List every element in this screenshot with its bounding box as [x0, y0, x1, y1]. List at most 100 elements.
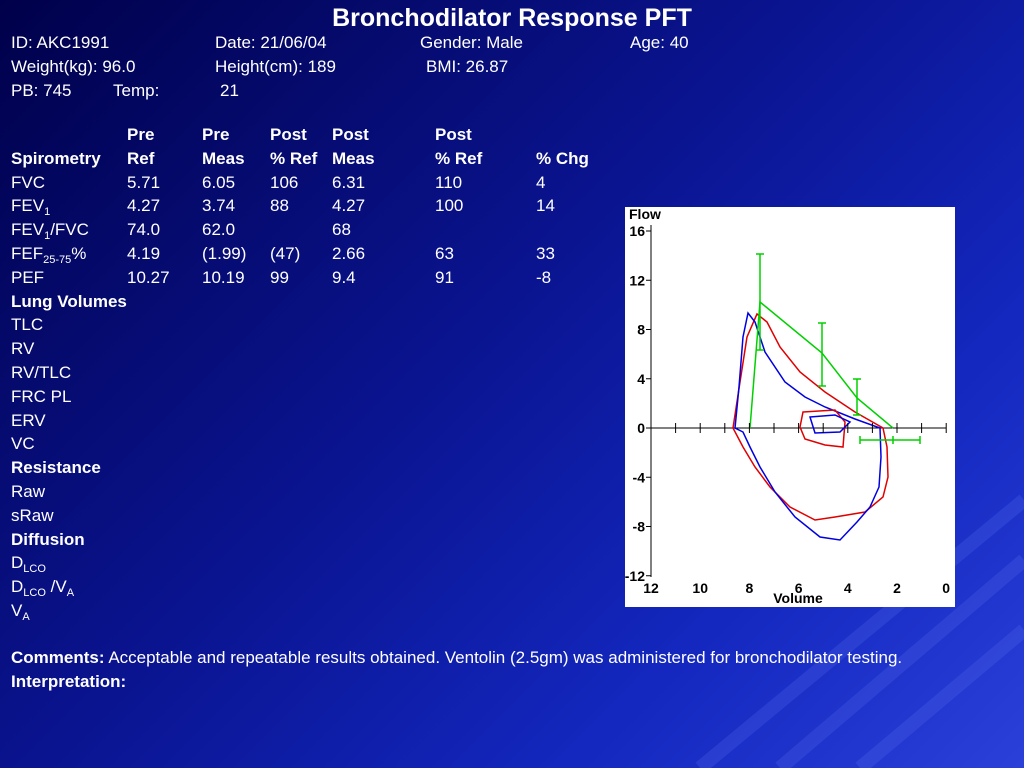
section-header: Lung Volumes: [11, 291, 127, 311]
row-label: FRC PL: [11, 387, 71, 407]
column-header: Pre: [202, 125, 230, 144]
row-label: PEF: [11, 268, 44, 288]
label-text: /V: [45, 577, 67, 597]
cell: 106: [270, 172, 299, 192]
cell: (47): [270, 244, 301, 263]
label-subscript: 1: [44, 230, 51, 243]
section-header: Diffusion: [11, 529, 85, 549]
row-label: FEV1: [11, 196, 51, 219]
label-subscript: A: [22, 611, 30, 623]
x-axis-label: Volume: [773, 590, 823, 606]
patient-info: Gender: Male: [420, 33, 523, 52]
patient-info: Age: 40: [630, 33, 689, 52]
patient-info: Temp:: [113, 81, 160, 100]
y-tick-label: -4: [633, 469, 646, 485]
x-tick-label: 2: [893, 580, 901, 596]
column-header: Ref: [127, 148, 155, 168]
label-text: D: [11, 553, 24, 573]
label-text: FVC: [11, 172, 45, 192]
row-label: VA: [11, 601, 30, 623]
row-label: FEF25-75%: [11, 244, 87, 266]
label-subscript: 1: [44, 206, 51, 219]
comments-text: Acceptable and repeatable results obtain…: [108, 648, 903, 667]
patient-info: ID: AKC1991: [11, 33, 110, 52]
label-subscript: LCO: [23, 587, 46, 600]
x-tick-label: 6: [795, 580, 803, 596]
row-label: VC: [11, 434, 35, 454]
row-label: DLCO: [11, 553, 46, 575]
cell: 6.05: [202, 172, 236, 192]
cell: 74.0: [127, 220, 161, 240]
row-label: FVC: [11, 173, 45, 193]
label-text: VC: [11, 434, 35, 454]
cell: 9.4: [332, 267, 356, 287]
label-text: ERV: [11, 410, 46, 430]
label-text: D: [11, 577, 24, 597]
column-header: % Ref: [435, 148, 483, 168]
cell: 62.0: [202, 220, 236, 240]
pre-loop: [734, 311, 882, 541]
comments-label: Comments:: [11, 648, 105, 667]
y-tick-label: 0: [637, 420, 645, 436]
cell: 63: [435, 244, 454, 263]
y-tick-label: 12: [629, 272, 645, 288]
predicted: [749, 253, 921, 444]
row-label: FEV1/FVC: [11, 220, 89, 243]
label-text: /FVC: [50, 220, 89, 240]
y-tick-label: 16: [629, 223, 645, 239]
y-axis-label: Flow: [629, 207, 661, 222]
label-text: FEV: [11, 196, 45, 216]
cell: 5.71: [127, 172, 161, 192]
y-tick-label: -8: [633, 519, 646, 535]
label-text: TLC: [11, 315, 44, 335]
label-text: Raw: [11, 482, 46, 501]
cell: 4.27: [127, 196, 161, 216]
row-label: ERV: [11, 411, 46, 431]
cell: -8: [536, 267, 552, 287]
cell: 14: [536, 196, 555, 216]
cell: 2.66: [332, 244, 366, 263]
title: Bronchodilator Response PFT: [332, 4, 692, 32]
post-tidal-loop: [799, 409, 846, 448]
column-header: Meas: [202, 148, 245, 168]
x-tick-label: 12: [643, 580, 659, 596]
label-text: RV: [11, 339, 35, 359]
cell: 99: [270, 267, 289, 287]
patient-info: Weight(kg): 96.0: [11, 57, 136, 76]
cell: 33: [536, 244, 555, 263]
row-label: sRaw: [11, 506, 54, 526]
label-text: V: [11, 601, 23, 620]
column-header: Pre: [127, 125, 155, 144]
comments-block: Comments: Acceptable and repeatable resu…: [11, 646, 1001, 694]
cell: 10.27: [127, 267, 170, 287]
column-header: % Ref: [270, 148, 318, 168]
section-header: Resistance: [11, 458, 101, 478]
label-subscript: 25-75: [43, 254, 72, 266]
cell: 4.19: [127, 244, 161, 263]
row-label: RV/TLC: [11, 363, 71, 383]
row-label: DLCO /VA: [11, 577, 74, 600]
row-label: Raw: [11, 482, 45, 502]
row-label: TLC: [11, 315, 43, 335]
label-text: %: [71, 244, 87, 263]
row-label: RV: [11, 339, 34, 359]
cell: 110: [435, 172, 463, 192]
column-header: Post: [332, 125, 369, 144]
x-tick-label: 0: [942, 580, 950, 596]
cell: 88: [270, 196, 289, 216]
cell: 3.74: [202, 196, 236, 216]
column-header: Post: [435, 125, 472, 144]
cell: (1.99): [202, 244, 247, 263]
label-text: sRaw: [11, 505, 54, 525]
patient-info: 21: [220, 81, 239, 100]
label-text: FRC PL: [11, 386, 72, 406]
y-tick-label: 4: [637, 371, 645, 387]
x-tick-label: 10: [692, 580, 708, 596]
interpretation-label: Interpretation:: [11, 672, 127, 691]
cell: 6.31: [332, 172, 366, 192]
column-header: % Chg: [536, 148, 589, 168]
patient-info: Date: 21/06/04: [215, 33, 327, 52]
patient-info: Height(cm): 189: [215, 57, 336, 76]
label-text: FEV: [11, 220, 45, 240]
